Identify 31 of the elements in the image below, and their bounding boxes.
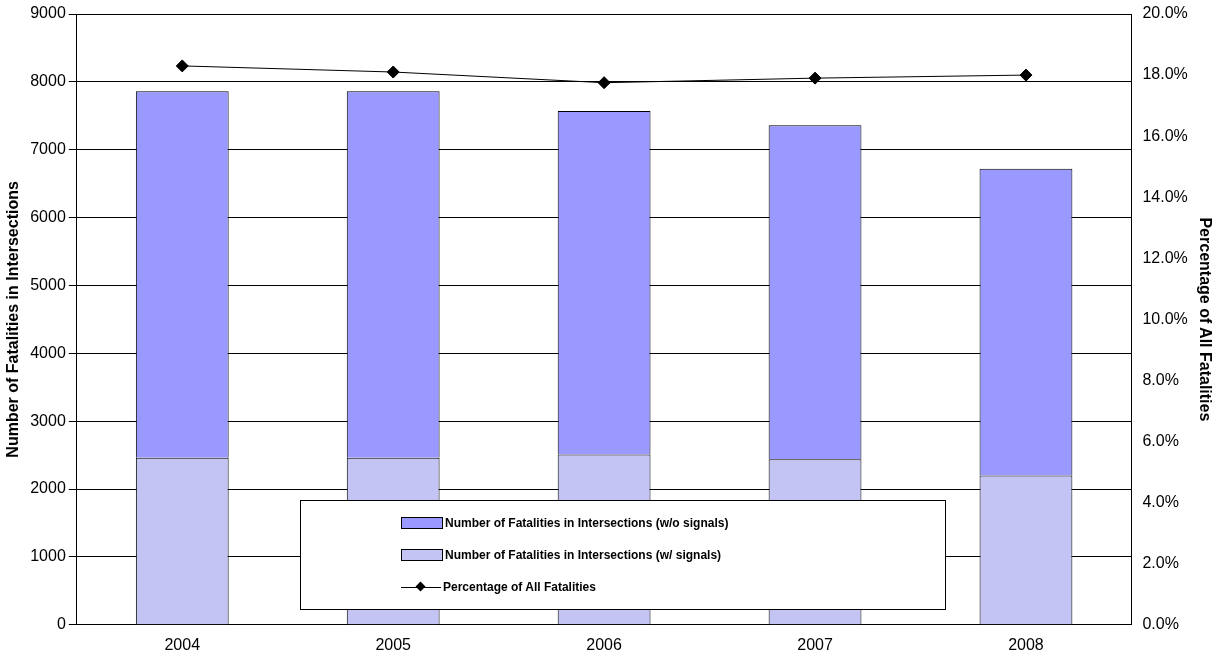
y2-tick-label: 14.0% bbox=[1142, 187, 1188, 205]
x-tick-label: 2008 bbox=[1008, 635, 1044, 653]
y2-tick-label: 8.0% bbox=[1142, 370, 1179, 388]
y-tick-label: 8000 bbox=[30, 72, 66, 90]
legend-label: Number of Fatalities in Intersections (w/ signals) bbox=[445, 548, 722, 562]
y2-axis-title: Percentage of All Fatalities bbox=[1196, 217, 1214, 422]
y-tick-label: 4000 bbox=[30, 343, 66, 361]
y-tick-label: 7000 bbox=[30, 140, 66, 158]
y-tick-label: 1000 bbox=[30, 547, 66, 565]
x-tick-label: 2004 bbox=[164, 635, 201, 653]
y2-tick-label: 4.0% bbox=[1142, 493, 1179, 511]
x-tick-label: 2005 bbox=[375, 635, 412, 653]
x-tick-label: 2006 bbox=[586, 635, 623, 653]
legend-label: Percentage of All Fatalities bbox=[443, 580, 596, 594]
y2-tick-label: 16.0% bbox=[1142, 126, 1188, 144]
y-tick-label: 2000 bbox=[30, 479, 66, 497]
y2-tick-label: 2.0% bbox=[1142, 554, 1179, 572]
y-tick-label: 9000 bbox=[30, 4, 66, 22]
y-tick-label: 6000 bbox=[30, 208, 66, 226]
y2-tick-label: 20.0% bbox=[1142, 4, 1188, 22]
y2-tick-label: 6.0% bbox=[1142, 431, 1179, 449]
y2-tick-label: 0.0% bbox=[1142, 615, 1179, 633]
legend-label: Number of Fatalities in Intersections (w/o signals) bbox=[445, 516, 729, 530]
x-tick-label: 2007 bbox=[797, 635, 833, 653]
y2-tick-label: 12.0% bbox=[1142, 248, 1188, 266]
y-tick-label: 0 bbox=[56, 615, 66, 633]
y-tick-label: 5000 bbox=[30, 275, 66, 293]
y2-tick-label: 10.0% bbox=[1142, 309, 1188, 327]
y-axis-title: Number of Fatalities in Intersections bbox=[4, 181, 22, 458]
y2-tick-label: 18.0% bbox=[1142, 65, 1188, 83]
y-tick-label: 3000 bbox=[30, 411, 66, 429]
